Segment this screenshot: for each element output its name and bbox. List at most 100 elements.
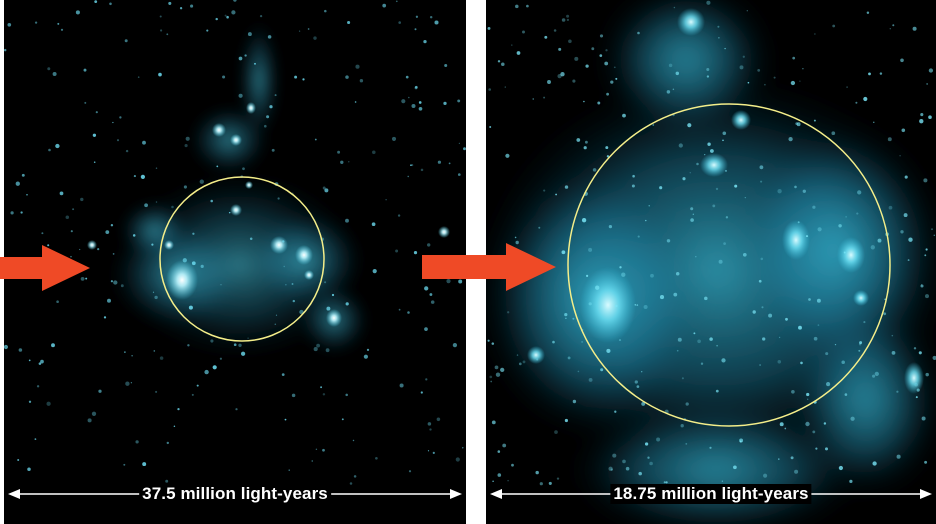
particle [825, 447, 828, 451]
particle [814, 33, 816, 35]
particle [706, 67, 710, 72]
particle [846, 86, 848, 88]
particle [125, 381, 130, 386]
particle [925, 248, 928, 251]
particle [238, 93, 243, 98]
particle [794, 469, 799, 474]
scale-label: 37.5 million light-years [139, 484, 331, 504]
particle [919, 119, 924, 124]
particle [18, 348, 23, 352]
particle [436, 417, 441, 422]
particle [247, 337, 249, 339]
particle [249, 237, 253, 240]
particle [168, 1, 172, 5]
particle [721, 358, 726, 363]
particle [583, 100, 585, 103]
particle [427, 422, 432, 426]
particle [504, 86, 506, 88]
particle [507, 311, 510, 314]
particle [307, 28, 310, 30]
particle [618, 339, 622, 342]
particle [704, 296, 708, 301]
particle [56, 300, 59, 304]
particle [656, 437, 661, 442]
particle [385, 199, 387, 201]
particle [398, 21, 402, 24]
particle [584, 140, 588, 144]
particle [488, 88, 492, 91]
particle [284, 418, 287, 421]
particle [706, 0, 711, 5]
particle [675, 272, 680, 276]
particle [815, 447, 818, 450]
particle [407, 311, 410, 314]
particle [75, 10, 80, 15]
particle [892, 24, 895, 27]
particle [678, 143, 683, 148]
particle [398, 308, 401, 311]
particle [717, 25, 720, 28]
particle [179, 7, 183, 10]
particle [191, 393, 194, 396]
particle [832, 24, 836, 28]
particle [666, 90, 671, 94]
particle [152, 291, 155, 293]
particle [27, 467, 31, 471]
right-pointing-arrow-icon [422, 243, 556, 291]
particle [233, 343, 237, 347]
particle [226, 15, 229, 19]
particle [574, 56, 579, 61]
particle [427, 243, 431, 247]
highlight-circle [159, 176, 325, 342]
particle [120, 284, 124, 288]
particle [340, 160, 344, 164]
particle [135, 440, 139, 444]
particle [458, 279, 463, 284]
particle [458, 142, 461, 145]
particle [733, 465, 737, 470]
particle [38, 362, 42, 365]
particle [131, 355, 133, 357]
particle [57, 22, 60, 25]
particle [634, 304, 637, 306]
particle [709, 337, 713, 341]
particle [264, 124, 267, 128]
particle [777, 360, 782, 364]
particle [495, 372, 501, 377]
particle [288, 469, 290, 471]
particle [434, 20, 439, 25]
highlight-circle [567, 103, 891, 427]
particle [874, 371, 879, 377]
particle [375, 456, 378, 460]
particle [457, 99, 461, 103]
particle [326, 306, 331, 311]
right-simulation-panel: 18.75 million light-years [486, 0, 936, 524]
particle [739, 65, 744, 70]
particle [817, 324, 820, 326]
particle [613, 66, 616, 69]
particle [704, 153, 706, 156]
particle [700, 362, 704, 365]
particle [34, 21, 38, 24]
particle [224, 14, 227, 17]
particle [522, 360, 526, 364]
particle [791, 389, 795, 394]
particle [925, 294, 929, 299]
particle [637, 235, 640, 238]
particle [689, 171, 692, 174]
particle [497, 473, 502, 477]
particle [926, 83, 928, 85]
particle [401, 99, 406, 104]
particle [165, 479, 169, 483]
particle [641, 371, 643, 373]
particle [643, 304, 648, 310]
particle [612, 453, 617, 458]
particle [572, 317, 575, 320]
particle [399, 383, 404, 388]
particle [196, 384, 199, 387]
particle [619, 266, 622, 269]
particle [414, 85, 418, 89]
particle [924, 460, 928, 464]
particle [324, 281, 327, 284]
particle [160, 29, 163, 32]
